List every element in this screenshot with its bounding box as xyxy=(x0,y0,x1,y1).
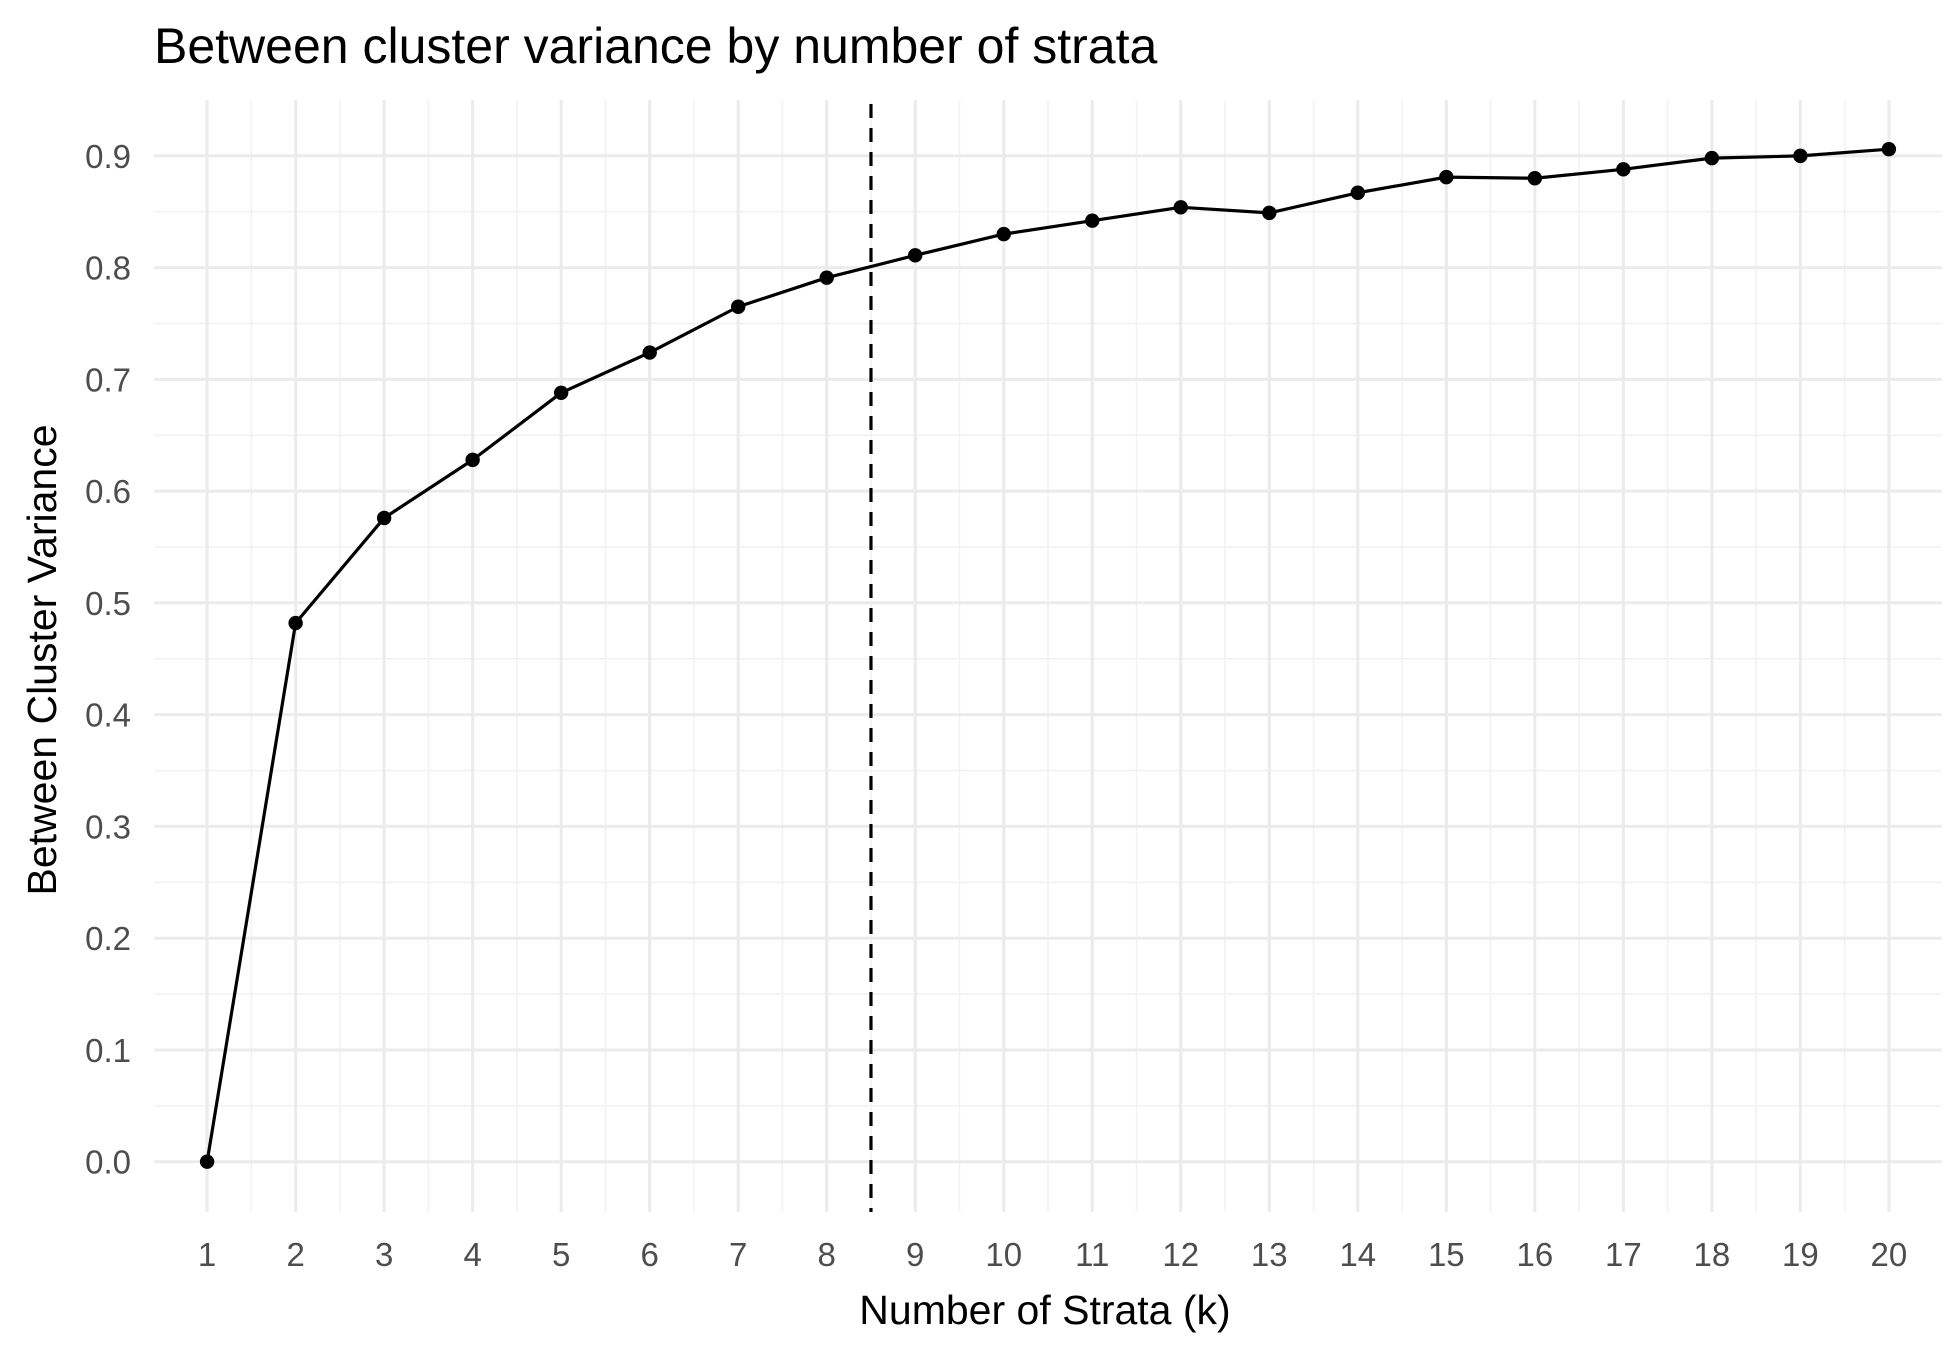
data-point xyxy=(465,452,480,468)
y-tick-labels: 0.0 0.1 0.2 0.3 0.4 0.5 0.6 0.7 0.8 0.9 xyxy=(85,138,131,1181)
x-tick-label: 18 xyxy=(1694,1236,1731,1273)
x-tick-label: 6 xyxy=(641,1236,659,1273)
x-tick-labels: 1 2 3 4 5 6 7 8 9 10 11 12 13 14 15 16 17 18 19 20 xyxy=(198,1236,1907,1273)
data-point xyxy=(996,226,1011,242)
x-tick-label: 19 xyxy=(1782,1236,1819,1273)
chart-title: Between cluster variance by number of st… xyxy=(154,18,1157,74)
x-tick-label: 14 xyxy=(1339,1236,1376,1273)
data-point xyxy=(1793,148,1808,164)
grid xyxy=(154,100,1942,1212)
y-tick-label: 0.5 xyxy=(85,585,131,622)
x-tick-label: 7 xyxy=(729,1236,747,1273)
y-tick-label: 0.1 xyxy=(85,1032,131,1069)
x-tick-label: 4 xyxy=(463,1236,481,1273)
x-axis-title: Number of Strata (k) xyxy=(859,1287,1230,1333)
data-point xyxy=(1085,213,1100,228)
data-point xyxy=(1527,171,1543,186)
x-tick-label: 20 xyxy=(1871,1236,1908,1273)
x-tick-label: 1 xyxy=(198,1236,216,1273)
data-point xyxy=(1881,141,1897,157)
data-point xyxy=(199,1154,215,1169)
x-tick-label: 15 xyxy=(1428,1236,1465,1273)
x-tick-label: 12 xyxy=(1162,1236,1199,1273)
x-tick-label: 3 xyxy=(375,1236,393,1273)
y-tick-label: 0.0 xyxy=(85,1144,131,1181)
x-tick-label: 5 xyxy=(552,1236,570,1273)
data-point xyxy=(288,615,303,631)
y-axis-title: Between Cluster Variance xyxy=(19,425,65,896)
y-tick-label: 0.7 xyxy=(85,361,131,398)
x-tick-label: 17 xyxy=(1605,1236,1642,1273)
data-point xyxy=(1350,185,1366,200)
data-point xyxy=(1262,205,1277,221)
data-point xyxy=(553,385,569,401)
data-point xyxy=(730,299,746,314)
data-point xyxy=(819,270,834,285)
x-tick-label: 8 xyxy=(818,1236,836,1273)
series-line xyxy=(205,147,1890,1162)
y-tick-label: 0.8 xyxy=(85,250,131,287)
y-tick-label: 0.6 xyxy=(85,473,131,510)
x-tick-label: 13 xyxy=(1251,1236,1288,1273)
y-tick-label: 0.9 xyxy=(85,138,131,175)
series-group xyxy=(199,141,1897,1169)
y-tick-label: 0.3 xyxy=(85,808,131,845)
x-tick-label: 11 xyxy=(1075,1236,1109,1273)
x-tick-label: 2 xyxy=(286,1236,304,1273)
data-point xyxy=(642,345,657,360)
x-tick-label: 16 xyxy=(1516,1236,1553,1273)
data-point xyxy=(376,510,392,526)
data-point xyxy=(1616,162,1631,177)
data-point xyxy=(1439,169,1454,185)
data-point xyxy=(1173,200,1188,215)
data-point xyxy=(1704,150,1720,166)
y-tick-label: 0.2 xyxy=(85,920,131,957)
data-point xyxy=(908,248,923,263)
y-tick-label: 0.4 xyxy=(85,697,131,734)
x-tick-label: 9 xyxy=(906,1236,924,1273)
x-tick-label: 10 xyxy=(985,1236,1022,1273)
